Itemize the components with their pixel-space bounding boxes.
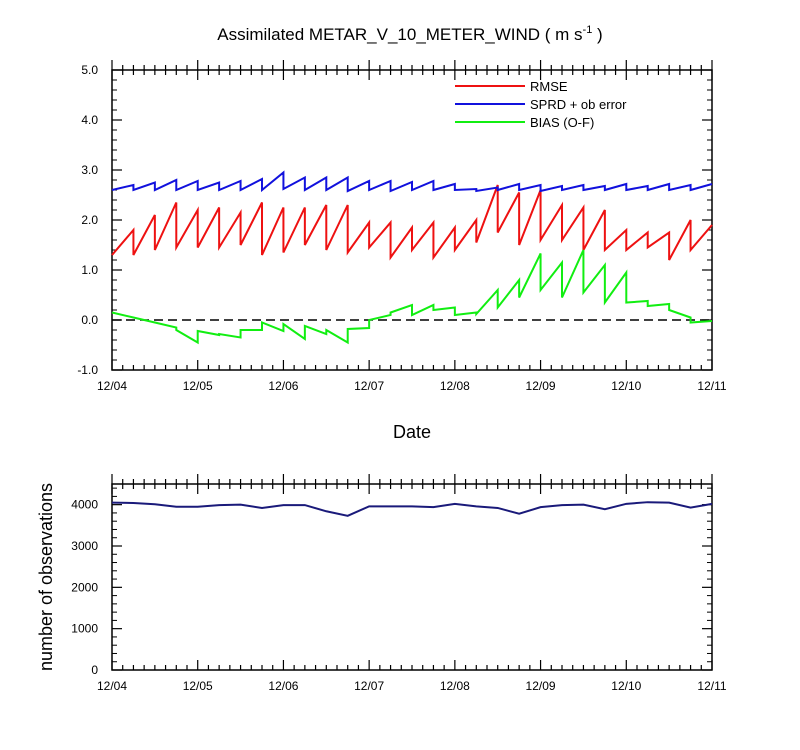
chart-title-main: Assimilated METAR_V_10_METER_WIND ( m s bbox=[217, 25, 582, 44]
bottom-date-label: 12/08 bbox=[440, 679, 470, 693]
chart-title: Assimilated METAR_V_10_METER_WIND ( m s-… bbox=[217, 24, 602, 44]
bottom-y-tick-label: 0 bbox=[91, 663, 98, 677]
bottom-date-label: 12/06 bbox=[268, 679, 298, 693]
bottom-date-label: 12/05 bbox=[183, 679, 213, 693]
top-series-line-bias-o-f bbox=[111, 249, 713, 345]
bottom-date-label: 12/04 bbox=[97, 679, 127, 693]
bottom-date-label: 12/11 bbox=[697, 679, 726, 693]
top-y-tick-label: 0.0 bbox=[81, 313, 98, 327]
top-y-tick-label: -1.0 bbox=[77, 363, 98, 377]
top-date-label: 12/08 bbox=[440, 379, 470, 393]
top-date-label: 12/05 bbox=[183, 379, 213, 393]
bottom-date-label: 12/10 bbox=[611, 679, 641, 693]
bottom-y-axis-title: number of observations bbox=[36, 483, 56, 671]
top-y-tick-label: 1.0 bbox=[81, 263, 98, 277]
top-date-label: 12/11 bbox=[697, 379, 726, 393]
top-series-line-rmse bbox=[111, 184, 713, 261]
top-y-tick-label: 3.0 bbox=[81, 163, 98, 177]
bottom-y-tick-label: 1000 bbox=[71, 622, 98, 636]
top-plot-frame bbox=[111, 69, 713, 371]
top-date-label: 12/10 bbox=[611, 379, 641, 393]
bottom-plot-frame bbox=[111, 483, 713, 671]
legend-label-rmse: RMSE bbox=[530, 79, 568, 94]
top-y-tick-label: 5.0 bbox=[81, 63, 98, 77]
bottom-date-label: 12/09 bbox=[526, 679, 556, 693]
bottom-series-line-number-of-observations bbox=[111, 501, 713, 517]
top-date-label: 12/09 bbox=[526, 379, 556, 393]
bottom-y-tick-label: 3000 bbox=[71, 539, 98, 553]
top-y-tick-label: 4.0 bbox=[81, 113, 98, 127]
legend-item-sprd: SPRD + ob error bbox=[455, 97, 627, 112]
bottom-y-tick-label: 2000 bbox=[71, 580, 98, 594]
legend: RMSE SPRD + ob error BIAS (O-F) bbox=[455, 79, 627, 130]
bottom-date-label: 12/07 bbox=[354, 679, 384, 693]
legend-item-bias: BIAS (O-F) bbox=[455, 115, 594, 130]
top-date-label: 12/04 bbox=[97, 379, 127, 393]
legend-label-bias: BIAS (O-F) bbox=[530, 115, 594, 130]
top-series-line-sprd-ob-error bbox=[111, 170, 713, 193]
top-chart: 12/04 12/05 12/06 12/07 12/08 12/09 12/10 12/11… bbox=[77, 60, 727, 393]
chart-title-end: ) bbox=[592, 25, 602, 44]
legend-item-rmse: RMSE bbox=[455, 79, 568, 94]
bottom-y-tick-label: 4000 bbox=[71, 498, 98, 512]
top-date-label: 12/07 bbox=[354, 379, 384, 393]
bottom-chart: 12/04 12/05 12/06 12/07 12/08 12/09 12/10 12/11… bbox=[71, 474, 727, 693]
top-date-label: 12/06 bbox=[268, 379, 298, 393]
top-y-tick-label: 2.0 bbox=[81, 213, 98, 227]
legend-label-sprd: SPRD + ob error bbox=[530, 97, 627, 112]
top-x-axis-title: Date bbox=[393, 422, 431, 442]
chart-title-superscript: -1 bbox=[583, 24, 593, 36]
